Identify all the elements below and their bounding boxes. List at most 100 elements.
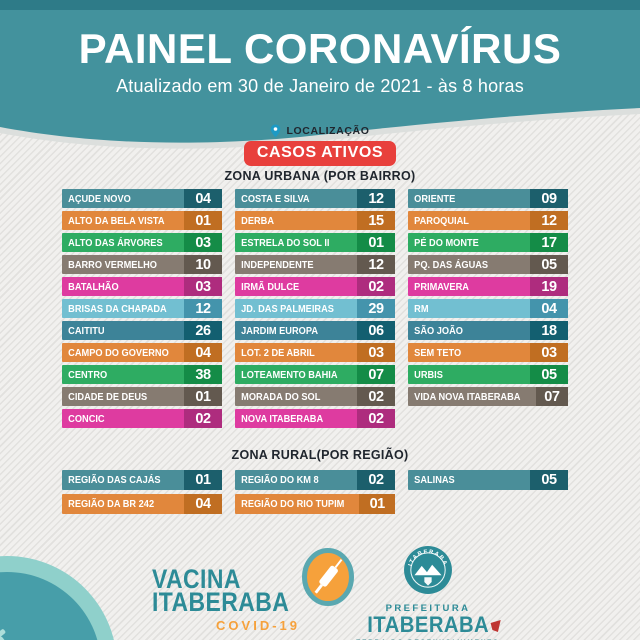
header-wave (0, 100, 640, 149)
case-value: 04 (184, 343, 222, 362)
case-label: REGIÃO DO KM 8 (241, 474, 319, 486)
case-row: CENTRO 38 (62, 365, 222, 384)
case-value: 26 (184, 321, 222, 340)
case-row: PÉ DO MONTE 17 (408, 233, 568, 252)
syringe-circle-graphic (0, 556, 114, 640)
case-row: PQ. DAS ÁGUAS 05 (408, 255, 568, 274)
case-label: CAITITU (68, 324, 105, 337)
location-label-row: LOCALIZAÇÃO (0, 124, 640, 138)
case-row: CONCIC 02 (62, 409, 222, 428)
case-label: IRMÃ DULCE (241, 280, 300, 293)
case-value: 03 (357, 343, 395, 362)
case-row: PRIMAVERA 19 (408, 277, 568, 296)
location-label: LOCALIZAÇÃO (286, 125, 370, 137)
case-row: LOT. 2 DE ABRIL 03 (235, 343, 395, 362)
case-label: REGIÃO DAS CAJÁS (68, 474, 161, 486)
urban-zone-title: ZONA URBANA (POR BAIRRO) (224, 169, 416, 183)
case-row: INDEPENDENTE 12 (235, 255, 395, 274)
case-value: 38 (184, 365, 222, 384)
case-value: 19 (530, 277, 568, 296)
case-label: MORADA DO SOL (241, 390, 321, 403)
case-row: REGIÃO DO RIO TUPIM 01 (235, 494, 395, 514)
case-label: CONCIC (68, 412, 105, 425)
case-label: CAMPO DO GOVERNO (68, 346, 169, 359)
case-value: 12 (184, 299, 222, 318)
case-value: 05 (530, 255, 568, 274)
case-row: SALINAS 05 (408, 470, 568, 490)
syringe-icon (314, 559, 343, 594)
case-value: 05 (530, 365, 568, 384)
case-label: PAROQUIAL (414, 214, 469, 227)
case-label: ESTRELA DO SOL II (241, 236, 330, 249)
case-row: CAITITU 26 (62, 321, 222, 340)
cases-column: SALINAS 05 (408, 470, 568, 514)
case-value: 12 (357, 255, 395, 274)
rural-zone-title: ZONA RURAL(POR REGIÃO) (231, 448, 409, 462)
case-row: JD. DAS PALMEIRAS 29 (235, 299, 395, 318)
case-row: ALTO DA BELA VISTA 01 (62, 211, 222, 230)
case-row: CAMPO DO GOVERNO 04 (62, 343, 222, 362)
case-label: LOT. 2 DE ABRIL (241, 346, 315, 359)
case-value: 03 (530, 343, 568, 362)
case-row: AÇUDE NOVO 04 (62, 189, 222, 208)
case-row: BARRO VERMELHO 10 (62, 255, 222, 274)
case-value: 18 (530, 321, 568, 340)
case-label: SALINAS (414, 474, 455, 486)
case-row: MORADA DO SOL 02 (235, 387, 395, 406)
prefeitura-city-name: ITABERABA (367, 614, 501, 636)
case-value: 04 (184, 189, 222, 208)
case-label: RM (414, 302, 429, 315)
case-value: 02 (357, 277, 395, 296)
case-value: 02 (357, 470, 395, 490)
vacina-itaberaba-logo: VACINA ITABERABA COVID-19 (152, 548, 354, 633)
case-label: ORIENTE (414, 192, 456, 205)
case-label: REGIÃO DA BR 242 (68, 498, 155, 510)
case-row: CIDADE DE DEUS 01 (62, 387, 222, 406)
case-row: REGIÃO DO KM 8 02 (235, 470, 395, 490)
case-label: PÉ DO MONTE (414, 236, 479, 249)
case-label: BRISAS DA CHAPADA (68, 302, 167, 315)
case-row: SÃO JOÃO 18 (408, 321, 568, 340)
updated-at-subtitle: Atualizado em 30 de Janeiro de 2021 - às… (116, 76, 524, 96)
case-row: BRISAS DA CHAPADA 12 (62, 299, 222, 318)
vaccine-badge-icon (302, 548, 354, 606)
case-row: JARDIM EUROPA 06 (235, 321, 395, 340)
vacina-word: VACINA (152, 564, 241, 594)
case-label: REGIÃO DO RIO TUPIM (241, 498, 345, 510)
cases-column: COSTA E SILVA 12 DERBA 15 ESTRELA DO SOL II 0… (235, 189, 395, 428)
case-label: BARRO VERMELHO (68, 258, 157, 271)
case-label: SEM TETO (414, 346, 462, 359)
case-label: JARDIM EUROPA (241, 324, 318, 337)
case-value: 01 (359, 494, 395, 514)
case-value: 07 (535, 387, 568, 406)
cases-column: AÇUDE NOVO 04 ALTO DA BELA VISTA 01 ALTO DAS… (62, 189, 222, 428)
header-banner: PAINEL CORONAVÍRUS Atualizado em 30 de J… (0, 0, 640, 100)
case-value: 12 (530, 211, 568, 230)
case-value: 03 (184, 233, 222, 252)
page-title: PAINEL CORONAVÍRUS (78, 25, 562, 72)
case-label: NOVA ITABERABA (241, 412, 324, 425)
case-row: IRMÃ DULCE 02 (235, 277, 395, 296)
case-value: 02 (357, 409, 395, 428)
city-crest-icon: ITABERABA (404, 546, 452, 594)
case-row: ORIENTE 09 (408, 189, 568, 208)
badge-wrap: CASOS ATIVOS (0, 141, 640, 166)
case-value: 17 (530, 233, 568, 252)
case-value: 04 (530, 299, 568, 318)
case-value: 04 (184, 494, 222, 514)
case-value: 06 (357, 321, 395, 340)
case-label: COSTA E SILVA (241, 192, 310, 205)
cases-column: REGIÃO DAS CAJÁS 01 REGIÃO DA BR 242 04 (62, 470, 222, 514)
case-label: ALTO DA BELA VISTA (68, 214, 165, 227)
case-label: PQ. DAS ÁGUAS (414, 258, 489, 271)
case-value: 01 (184, 211, 222, 230)
cases-content: LOCALIZAÇÃO CASOS ATIVOS ZONA URBANA (PO… (0, 124, 640, 514)
prefeitura-label: PREFEITURA (385, 603, 471, 614)
case-row: REGIÃO DA BR 242 04 (62, 494, 222, 514)
case-label: PRIMAVERA (414, 280, 469, 293)
case-row: URBIS 05 (408, 365, 568, 384)
case-label: INDEPENDENTE (241, 258, 314, 271)
case-value: 10 (184, 255, 222, 274)
case-row: RM 04 (408, 299, 568, 318)
